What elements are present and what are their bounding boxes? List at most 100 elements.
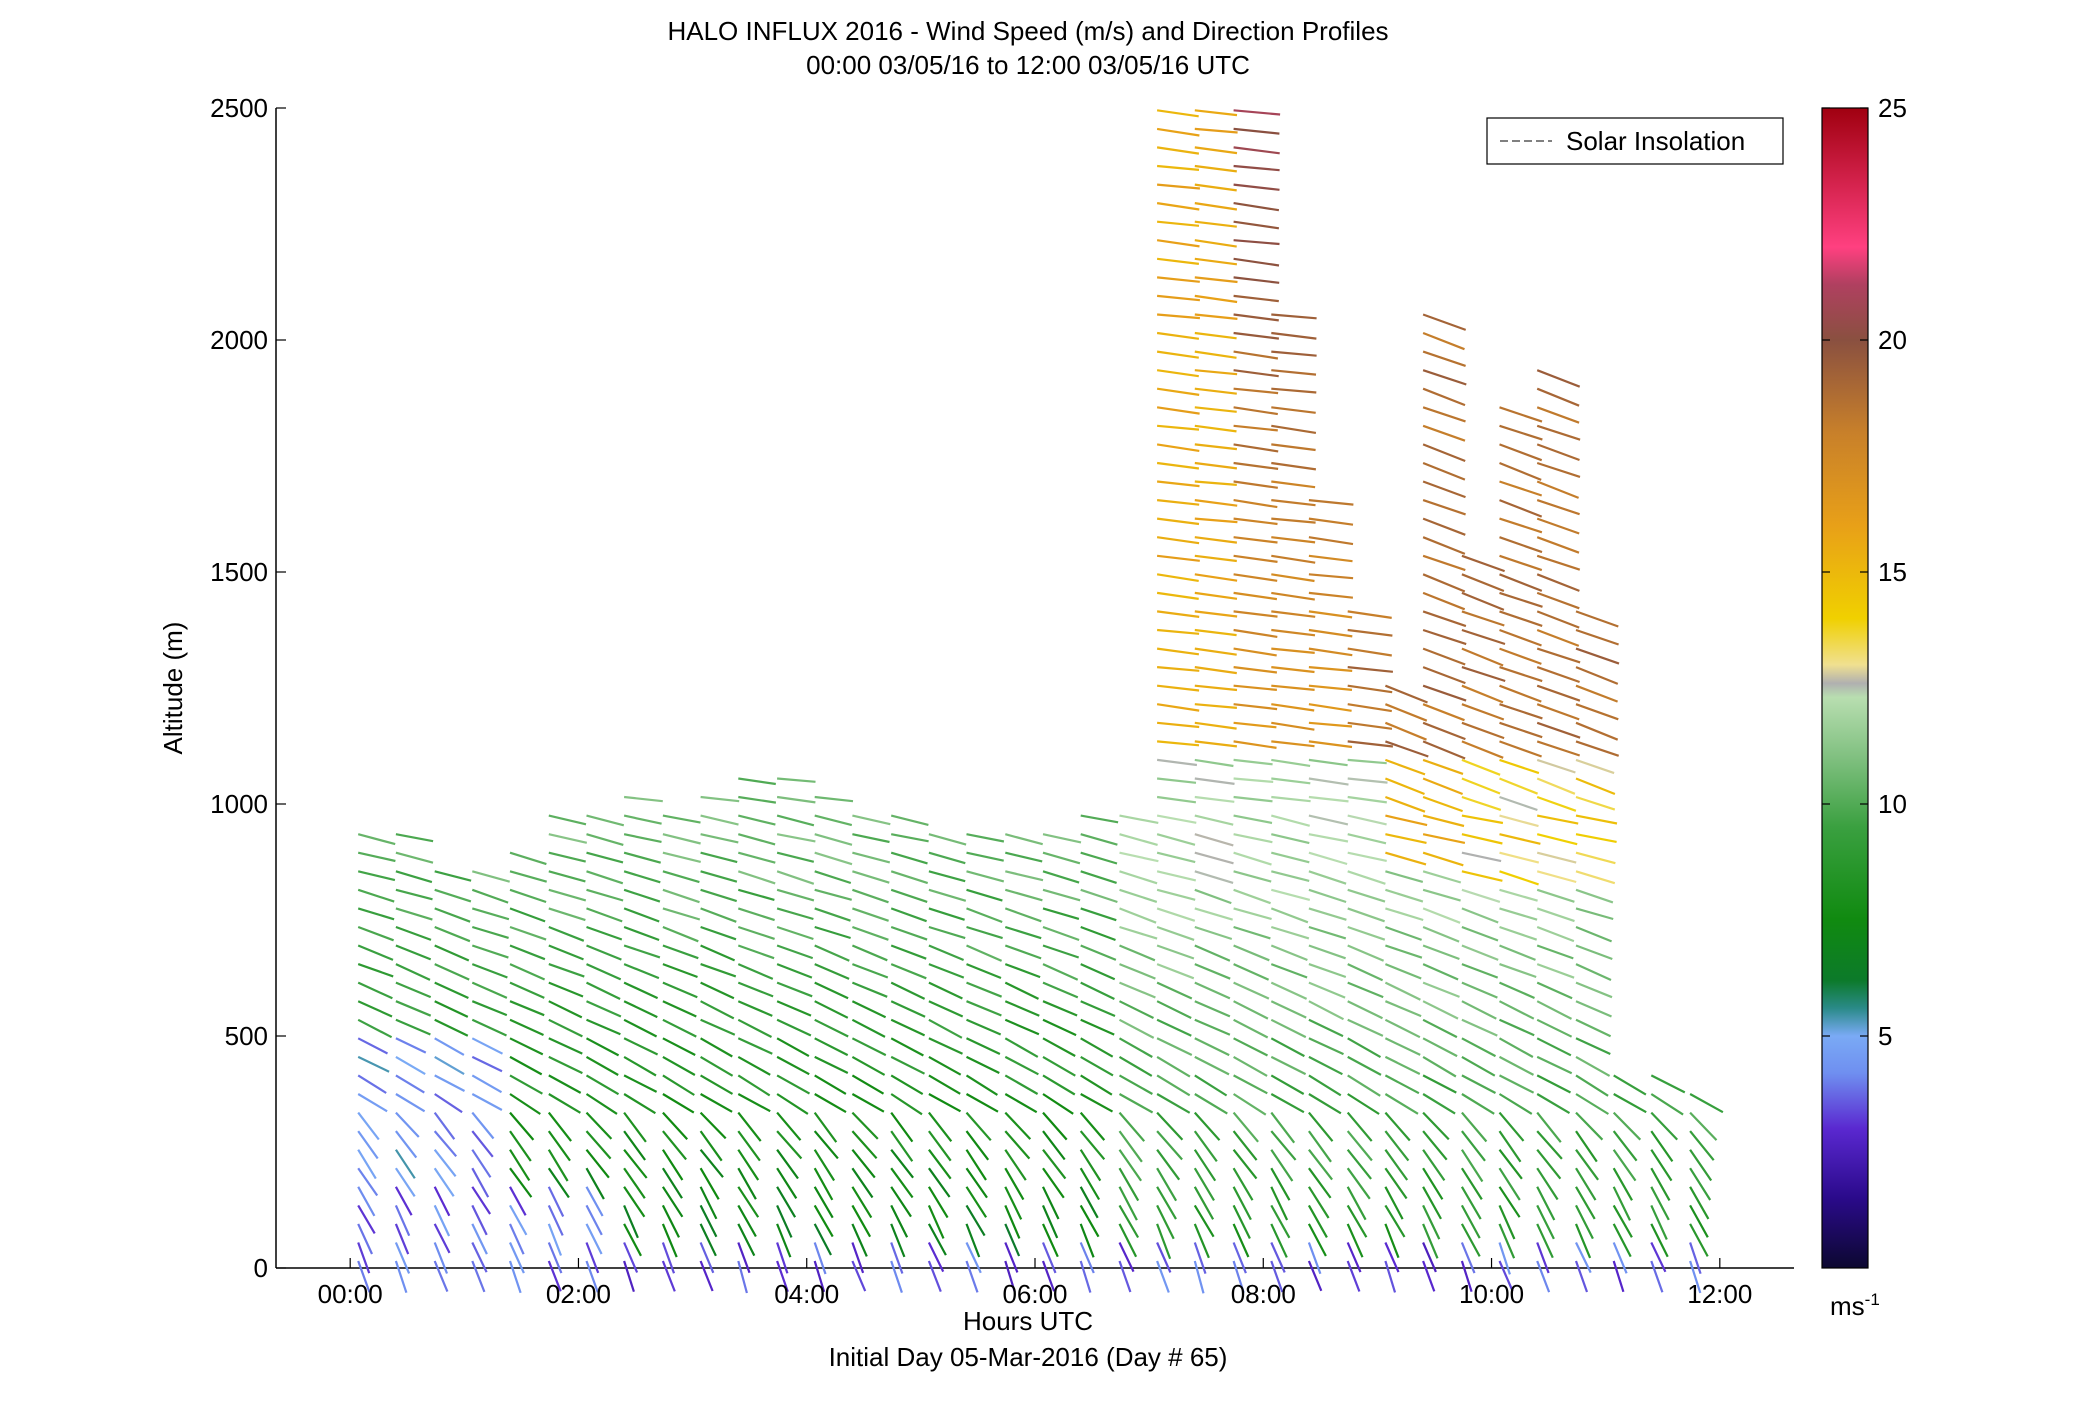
wind-vector	[890, 981, 926, 1000]
wind-vector	[890, 1186, 912, 1218]
wind-vector	[1612, 1260, 1625, 1293]
wind-vector	[1080, 963, 1116, 981]
wind-vector	[1041, 1260, 1056, 1292]
wind-vector	[586, 1018, 621, 1036]
wind-vector	[548, 925, 585, 942]
wind-vector	[1194, 888, 1232, 905]
wind-vector	[1308, 591, 1354, 599]
wind-vector	[1308, 610, 1353, 619]
wind-vector	[965, 1186, 988, 1218]
wind-vector	[1233, 202, 1280, 212]
wind-vector	[1422, 1204, 1441, 1240]
wind-vector	[737, 1149, 760, 1181]
wind-vector	[1119, 870, 1158, 885]
wind-vector	[1157, 666, 1200, 672]
wind-vector	[1498, 1242, 1511, 1275]
wind-vector	[1650, 1204, 1668, 1240]
wind-vector	[1232, 1223, 1250, 1258]
wind-vector	[1004, 1111, 1032, 1140]
wind-vector	[509, 1111, 535, 1141]
wind-vector	[1194, 1037, 1230, 1057]
wind-vector	[1422, 1037, 1458, 1058]
wind-vector	[1536, 369, 1581, 388]
wind-vector	[585, 1204, 603, 1236]
wind-vector	[1347, 1093, 1380, 1115]
wind-vector	[1233, 963, 1270, 981]
wind-vector	[1575, 925, 1613, 943]
wind-vector	[1232, 1242, 1247, 1274]
wind-vector	[1270, 944, 1308, 962]
wind-vector	[1271, 610, 1316, 618]
wind-vector	[852, 851, 891, 864]
wind-vector	[1461, 610, 1505, 627]
wind-vector	[394, 1149, 416, 1179]
wind-vector	[1499, 963, 1537, 979]
wind-vector	[1499, 610, 1543, 627]
wind-vector	[1308, 814, 1349, 826]
wind-vector	[814, 1018, 849, 1038]
wind-vector	[1612, 1223, 1632, 1258]
wind-vector	[1194, 963, 1231, 980]
wind-vector	[1460, 1149, 1484, 1183]
wind-vector	[1156, 109, 1199, 118]
wind-vector	[813, 1242, 827, 1275]
wind-vector	[1575, 944, 1613, 961]
wind-vector	[1536, 1055, 1573, 1075]
wind-vector	[1042, 1130, 1066, 1161]
wind-vector	[1346, 1186, 1367, 1221]
colorbar-tick-label: 5	[1878, 1021, 1892, 1051]
wind-vector	[395, 1074, 425, 1094]
wind-vector	[547, 1186, 565, 1217]
wind-vector	[623, 1018, 658, 1038]
wind-vector	[395, 1037, 427, 1054]
wind-vector	[699, 1167, 720, 1200]
wind-vector	[776, 1055, 810, 1076]
wind-vector	[1650, 1223, 1669, 1258]
wind-vector	[928, 907, 965, 921]
wind-vector	[1346, 1242, 1362, 1273]
wind-vector	[1422, 1186, 1442, 1220]
wind-vector	[1460, 1167, 1483, 1200]
wind-vector	[395, 1018, 431, 1036]
wind-vector	[1233, 406, 1278, 416]
wind-vector	[357, 1223, 373, 1255]
wind-vector	[1233, 1037, 1268, 1057]
wind-vector	[1499, 536, 1543, 554]
wind-vector	[1271, 499, 1316, 507]
wind-vector	[700, 944, 736, 962]
wind-vector	[890, 1000, 926, 1018]
wind-vector	[623, 1111, 647, 1143]
wind-vector	[1079, 1167, 1101, 1201]
wind-vector	[1536, 1149, 1562, 1180]
wind-vector	[1271, 740, 1315, 748]
wind-vector	[700, 1037, 733, 1058]
wind-vector	[1194, 814, 1234, 826]
wind-vector	[1650, 1167, 1671, 1201]
wind-vector	[509, 851, 547, 866]
wind-vector	[851, 1242, 865, 1274]
wind-vector	[1461, 870, 1503, 882]
wind-vector	[1536, 554, 1581, 571]
wind-vector	[966, 1000, 1002, 1017]
wind-vector	[1233, 1074, 1268, 1095]
wind-vector	[1271, 777, 1311, 785]
wind-vector	[1422, 573, 1466, 593]
wind-vector	[357, 1037, 389, 1055]
wind-vector	[1461, 888, 1501, 903]
wind-vector	[814, 1037, 849, 1057]
x-tick-label: 10:00	[1459, 1279, 1524, 1309]
wind-vector	[813, 1204, 834, 1238]
wind-vector	[547, 1149, 569, 1182]
wind-vector	[1461, 1055, 1496, 1077]
wind-vector	[1194, 536, 1238, 544]
wind-vector	[471, 1242, 488, 1273]
wind-vector	[1308, 833, 1349, 843]
wind-vector	[1156, 610, 1200, 618]
wind-vector	[1499, 870, 1539, 886]
wind-vector	[471, 1149, 492, 1178]
wind-vector	[890, 963, 927, 980]
wind-vector	[1118, 1242, 1135, 1273]
wind-vector	[1575, 833, 1617, 843]
wind-vector	[662, 1093, 695, 1114]
